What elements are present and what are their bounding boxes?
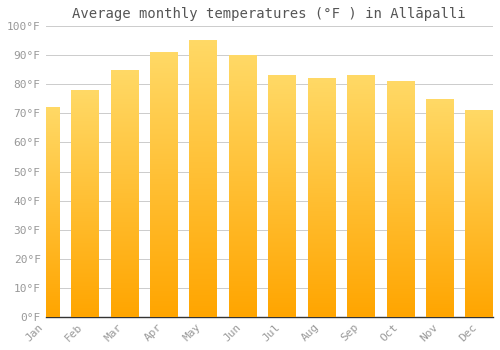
Bar bbox=[190, 41, 217, 317]
Bar bbox=[426, 99, 454, 317]
Title: Average monthly temperatures (°F ) in Allāpalli: Average monthly temperatures (°F ) in Al… bbox=[72, 7, 466, 21]
Bar bbox=[347, 76, 375, 317]
Bar bbox=[71, 90, 99, 317]
Bar bbox=[466, 111, 493, 317]
Bar bbox=[110, 70, 138, 317]
Bar bbox=[308, 78, 336, 317]
Bar bbox=[32, 108, 60, 317]
Bar bbox=[386, 82, 414, 317]
Bar bbox=[150, 52, 178, 317]
Bar bbox=[229, 55, 256, 317]
Bar bbox=[268, 76, 296, 317]
